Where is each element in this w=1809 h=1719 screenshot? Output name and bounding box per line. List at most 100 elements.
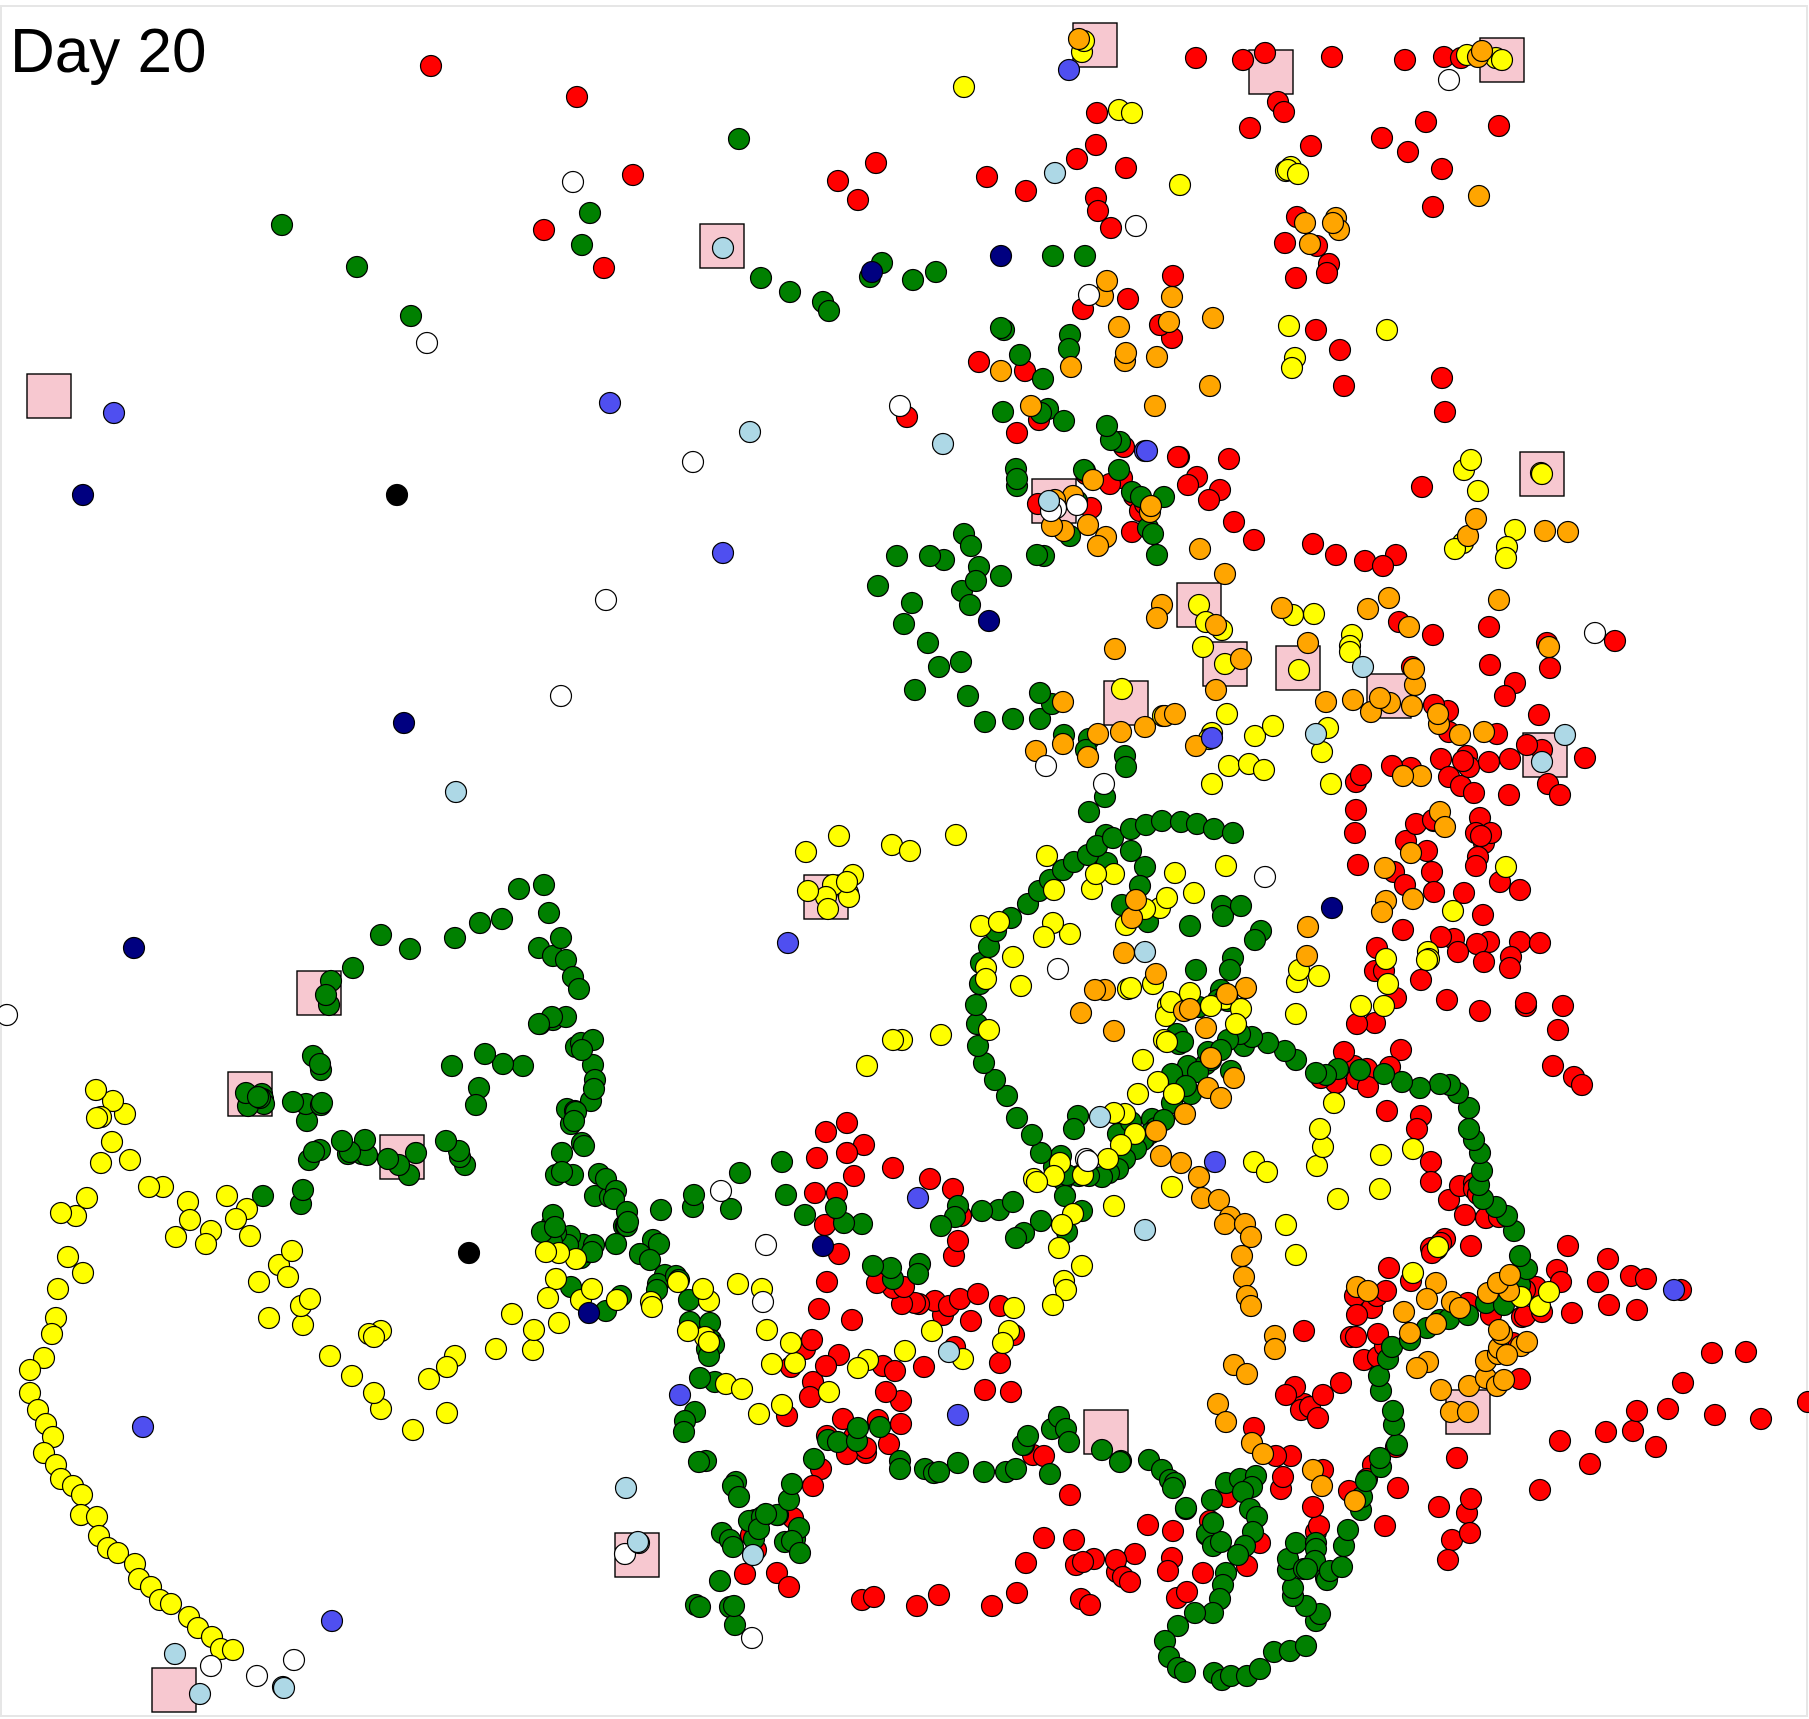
- orange-point: [1356, 1279, 1380, 1303]
- white-point: [1077, 283, 1101, 307]
- green-point: [1005, 1106, 1029, 1130]
- yellow-point: [747, 1402, 771, 1426]
- green-point: [527, 1012, 551, 1036]
- yellow-point: [1047, 1236, 1071, 1260]
- blue-point: [906, 1186, 930, 1210]
- green-point: [616, 1210, 640, 1234]
- red-point: [1377, 1256, 1401, 1280]
- blue-point: [1057, 58, 1081, 82]
- red-point: [1421, 195, 1445, 219]
- red-point: [1430, 366, 1454, 390]
- green-point: [1457, 1096, 1481, 1120]
- green-point: [888, 1457, 912, 1481]
- green-point: [995, 1084, 1019, 1108]
- yellow-point: [770, 1393, 794, 1417]
- green-point: [1221, 821, 1245, 845]
- points-layer: [0, 27, 1809, 1706]
- green-point: [1107, 458, 1131, 482]
- navy-point: [577, 1301, 601, 1325]
- red-point: [1429, 925, 1453, 949]
- red-point: [1329, 1371, 1353, 1395]
- orange-point: [1448, 1296, 1472, 1320]
- red-point: [1238, 116, 1262, 140]
- yellow-point: [666, 1270, 690, 1294]
- green-point: [1038, 1462, 1062, 1486]
- yellow-point: [56, 1245, 80, 1269]
- green-point: [1183, 1601, 1207, 1625]
- yellow-point: [1214, 854, 1238, 878]
- red-point: [1469, 824, 1493, 848]
- yellow-point: [898, 839, 922, 863]
- red-point: [1446, 940, 1470, 964]
- green-point: [826, 1430, 850, 1454]
- orange-point: [1160, 285, 1184, 309]
- yellow-point: [1326, 1187, 1350, 1211]
- red-point: [842, 1164, 866, 1188]
- yellow-point: [697, 1330, 721, 1354]
- green-point: [723, 1613, 747, 1637]
- green-point: [1090, 1438, 1114, 1462]
- red-point: [1136, 1513, 1160, 1537]
- green-point: [1004, 1226, 1028, 1250]
- yellow-point: [796, 879, 820, 903]
- yellow-point: [521, 1338, 545, 1362]
- orange-point: [1149, 1144, 1173, 1168]
- orange-point: [1397, 615, 1421, 639]
- yellow-point: [106, 1541, 130, 1565]
- lightblue-point: [741, 1543, 765, 1567]
- navy-point: [392, 711, 416, 735]
- yellow-point: [1284, 1243, 1308, 1267]
- green-point: [728, 1161, 752, 1185]
- red-point: [1497, 783, 1521, 807]
- red-point: [1405, 1117, 1429, 1141]
- orange-point: [1251, 1442, 1275, 1466]
- green-point: [468, 911, 492, 935]
- orange-point: [1109, 720, 1133, 744]
- red-point: [1176, 473, 1200, 497]
- green-point: [1029, 1209, 1053, 1233]
- white-point: [1046, 957, 1070, 981]
- orange-point: [1214, 1410, 1238, 1434]
- orange-point: [1314, 690, 1338, 714]
- green-point: [861, 1254, 885, 1278]
- yellow-point: [178, 1208, 202, 1232]
- yellow-point: [1042, 878, 1066, 902]
- yellow-point: [46, 1277, 70, 1301]
- red-point: [1274, 1383, 1298, 1407]
- green-point: [727, 1485, 751, 1509]
- green-point: [929, 1214, 953, 1238]
- green-point: [964, 993, 988, 1017]
- yellow-point: [1374, 947, 1398, 971]
- red-point: [1005, 421, 1029, 445]
- green-point: [1052, 409, 1076, 433]
- red-point: [1528, 1478, 1552, 1502]
- red-point: [1452, 881, 1476, 905]
- red-point: [1625, 1399, 1649, 1423]
- yellow-point: [1155, 1030, 1179, 1054]
- orange-point: [1391, 764, 1415, 788]
- red-point: [862, 1585, 886, 1609]
- green-point: [1145, 543, 1169, 567]
- red-point: [1345, 1012, 1369, 1036]
- red-point: [1301, 1495, 1325, 1519]
- green-point: [1229, 894, 1253, 918]
- green-point: [924, 260, 948, 284]
- red-point: [1586, 1270, 1610, 1294]
- green-point: [434, 1129, 458, 1153]
- orange-point: [1209, 1086, 1233, 1110]
- orange-point: [1144, 1119, 1168, 1143]
- green-point: [1248, 1657, 1272, 1681]
- orange-point: [1398, 1321, 1422, 1345]
- green-point: [246, 1085, 270, 1109]
- green-point: [754, 1502, 778, 1526]
- yellow-point: [1441, 899, 1465, 923]
- orange-point: [1470, 39, 1494, 63]
- green-point: [1295, 1557, 1319, 1581]
- lightblue-point: [1304, 722, 1328, 746]
- yellow-point: [977, 1018, 1001, 1042]
- red-point: [1058, 1483, 1082, 1507]
- yellow-point: [100, 1130, 124, 1154]
- red-point: [1644, 1435, 1668, 1459]
- yellow-point: [1168, 173, 1192, 197]
- green-point: [719, 1197, 743, 1221]
